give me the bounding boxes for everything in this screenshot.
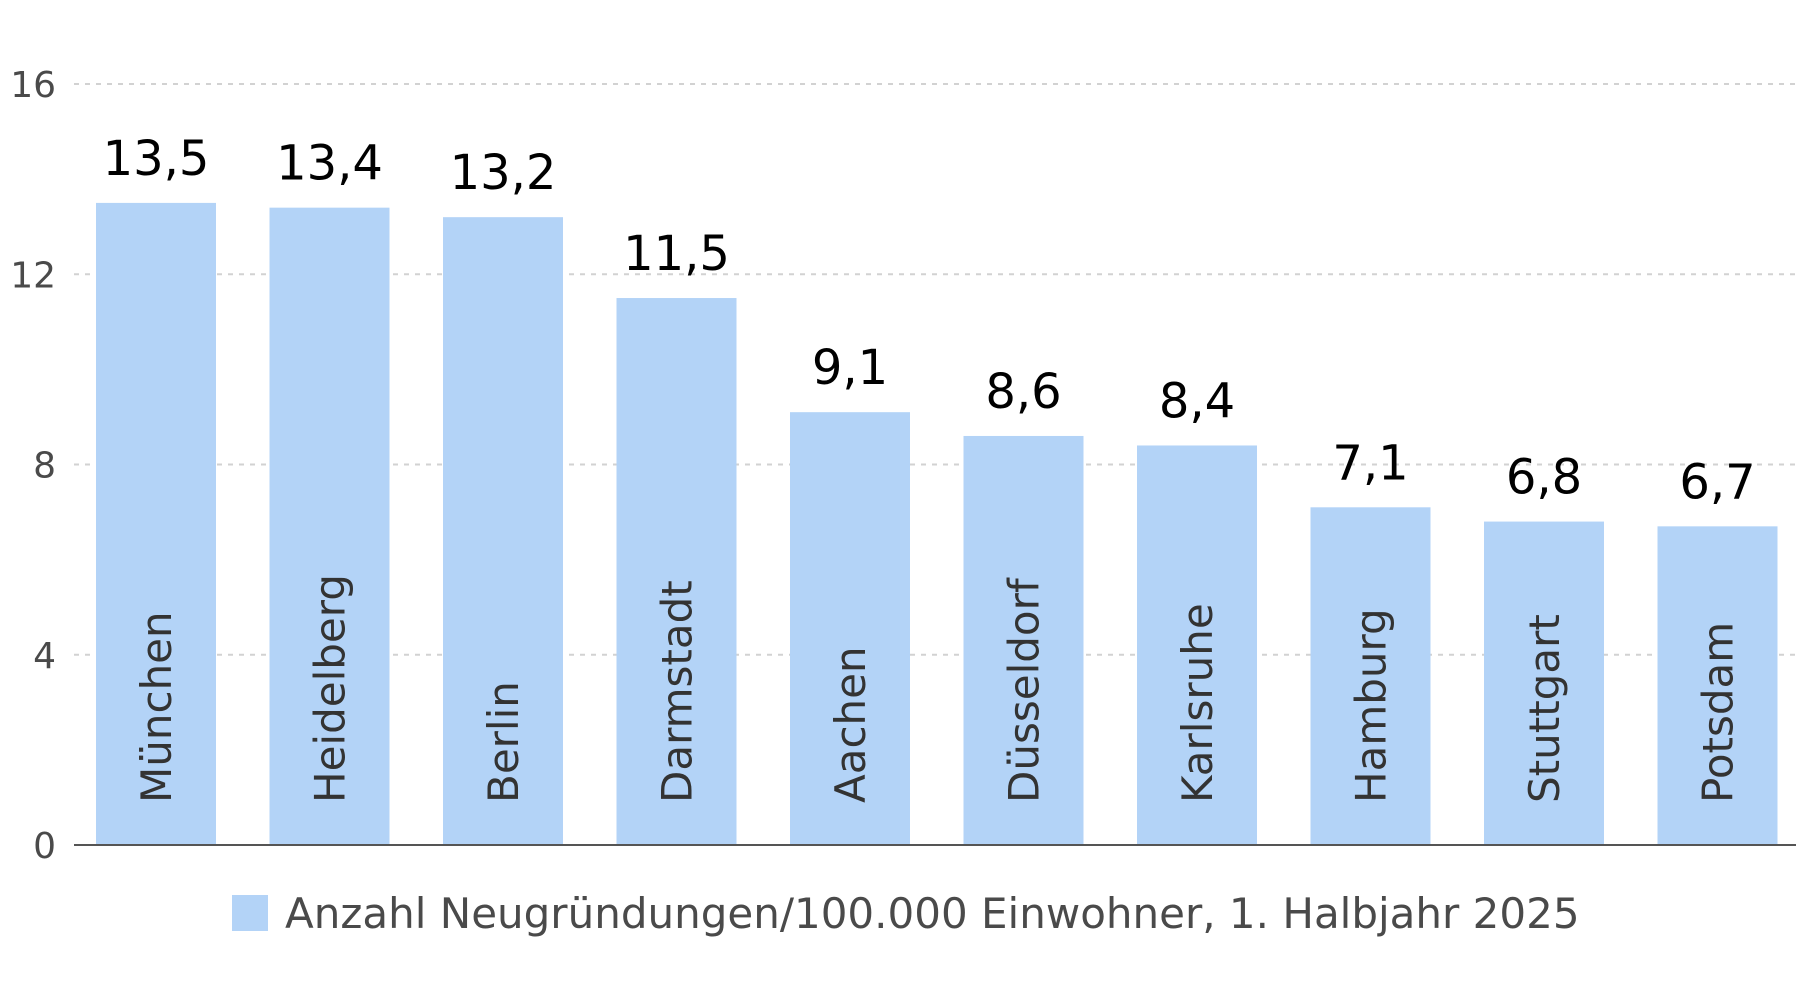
data-label-4: 9,1 <box>812 340 888 396</box>
bar-1 <box>269 207 390 846</box>
data-label-3: 11,5 <box>623 226 730 282</box>
bar-2 <box>443 217 563 846</box>
category-label-0: München <box>132 611 181 803</box>
category-label-4: Aachen <box>826 646 875 803</box>
category-label-6: Karlsruhe <box>1173 603 1222 803</box>
data-label-6: 8,4 <box>1159 373 1235 429</box>
bar-0 <box>96 202 216 845</box>
category-label-5: Düsseldorf <box>1000 577 1049 803</box>
bar-5 <box>963 435 1084 845</box>
category-label-3: Darmstadt <box>653 580 702 803</box>
data-label-9: 6,7 <box>1679 454 1755 510</box>
y-tick-label-12: 12 <box>10 255 56 296</box>
legend-label: Anzahl Neugründungen/100.000 Einwohner, … <box>285 889 1580 938</box>
data-label-7: 7,1 <box>1332 435 1408 491</box>
labels-layer: 13,5 München 13,4 Heidelberg 13,2 Berlin 11,5 D… <box>103 131 1756 803</box>
data-label-1: 13,4 <box>276 136 383 192</box>
bar-4 <box>790 412 910 845</box>
y-tick-label-16: 16 <box>10 65 56 106</box>
axis-layer: 0 4 8 12 16 <box>10 65 1796 867</box>
category-label-8: Stuttgart <box>1520 614 1569 803</box>
legend-swatch <box>232 895 268 931</box>
category-label-2: Berlin <box>479 681 528 803</box>
y-tick-label-8: 8 <box>33 446 56 487</box>
data-label-2: 13,2 <box>450 145 557 201</box>
data-label-8: 6,8 <box>1506 450 1582 506</box>
legend: Anzahl Neugründungen/100.000 Einwohner, … <box>232 889 1580 938</box>
category-label-1: Heidelberg <box>306 574 355 803</box>
bar-8 <box>1484 521 1604 845</box>
bar-3 <box>616 298 737 845</box>
bar-6 <box>1137 445 1257 845</box>
category-label-9: Potsdam <box>1694 622 1743 803</box>
bar-7 <box>1310 507 1431 845</box>
y-tick-label-4: 4 <box>33 636 56 677</box>
bars-layer <box>96 202 1778 846</box>
data-label-0: 13,5 <box>103 131 210 187</box>
data-label-5: 8,6 <box>985 364 1061 420</box>
bar-9 <box>1657 526 1778 845</box>
y-tick-label-0: 0 <box>33 826 56 867</box>
category-label-7: Hamburg <box>1347 608 1396 803</box>
